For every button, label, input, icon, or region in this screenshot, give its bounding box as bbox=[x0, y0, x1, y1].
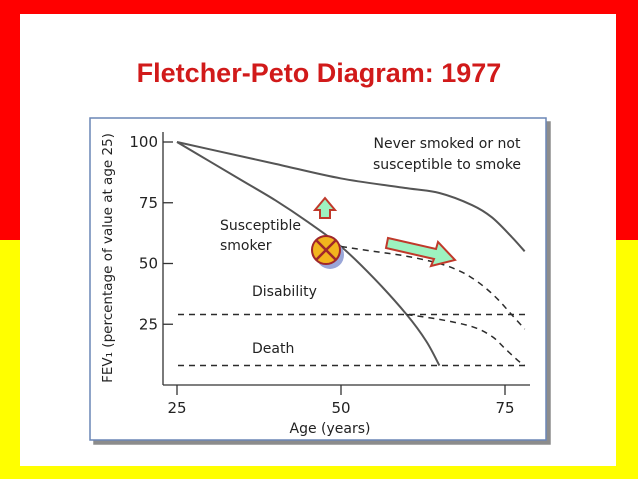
slide-title: Fletcher-Peto Diagram: 1977 bbox=[136, 58, 502, 88]
series-line bbox=[340, 245, 526, 330]
x-tick-label: 25 bbox=[167, 399, 186, 417]
x-tick-label: 50 bbox=[331, 399, 350, 417]
threshold-lines bbox=[178, 313, 526, 367]
death-label: Death bbox=[252, 341, 294, 357]
series-lines bbox=[176, 141, 526, 367]
series-line bbox=[176, 141, 441, 367]
susceptible-label-line2: smoker bbox=[220, 238, 272, 254]
x-ticks: 25 50 75 bbox=[167, 385, 515, 417]
x-axis-label: Age (years) bbox=[290, 421, 371, 437]
arrow-right-icon bbox=[384, 236, 457, 268]
x-tick-label: 75 bbox=[495, 399, 514, 417]
y-tick-label: 75 bbox=[139, 194, 158, 212]
figure-panel bbox=[89, 117, 547, 441]
susceptible-label-line1: Susceptible bbox=[220, 218, 301, 234]
never-smoked-label-line1: Never smoked or not bbox=[374, 136, 521, 152]
series-line bbox=[176, 141, 526, 253]
y-tick-label: 25 bbox=[139, 315, 158, 333]
arrow-up-icon bbox=[312, 196, 338, 219]
y-ticks: 25 50 75 100 bbox=[129, 133, 173, 333]
never-smoked-label-line2: susceptible to smoke bbox=[373, 157, 521, 173]
y-axis-label: FEV₁ (percentage of value at age 25) bbox=[100, 133, 116, 383]
series-line bbox=[406, 313, 526, 367]
y-tick-label: 50 bbox=[139, 255, 158, 273]
x-circle-icon bbox=[311, 235, 344, 269]
disability-label: Disability bbox=[252, 284, 317, 300]
y-tick-label: 100 bbox=[129, 133, 158, 151]
